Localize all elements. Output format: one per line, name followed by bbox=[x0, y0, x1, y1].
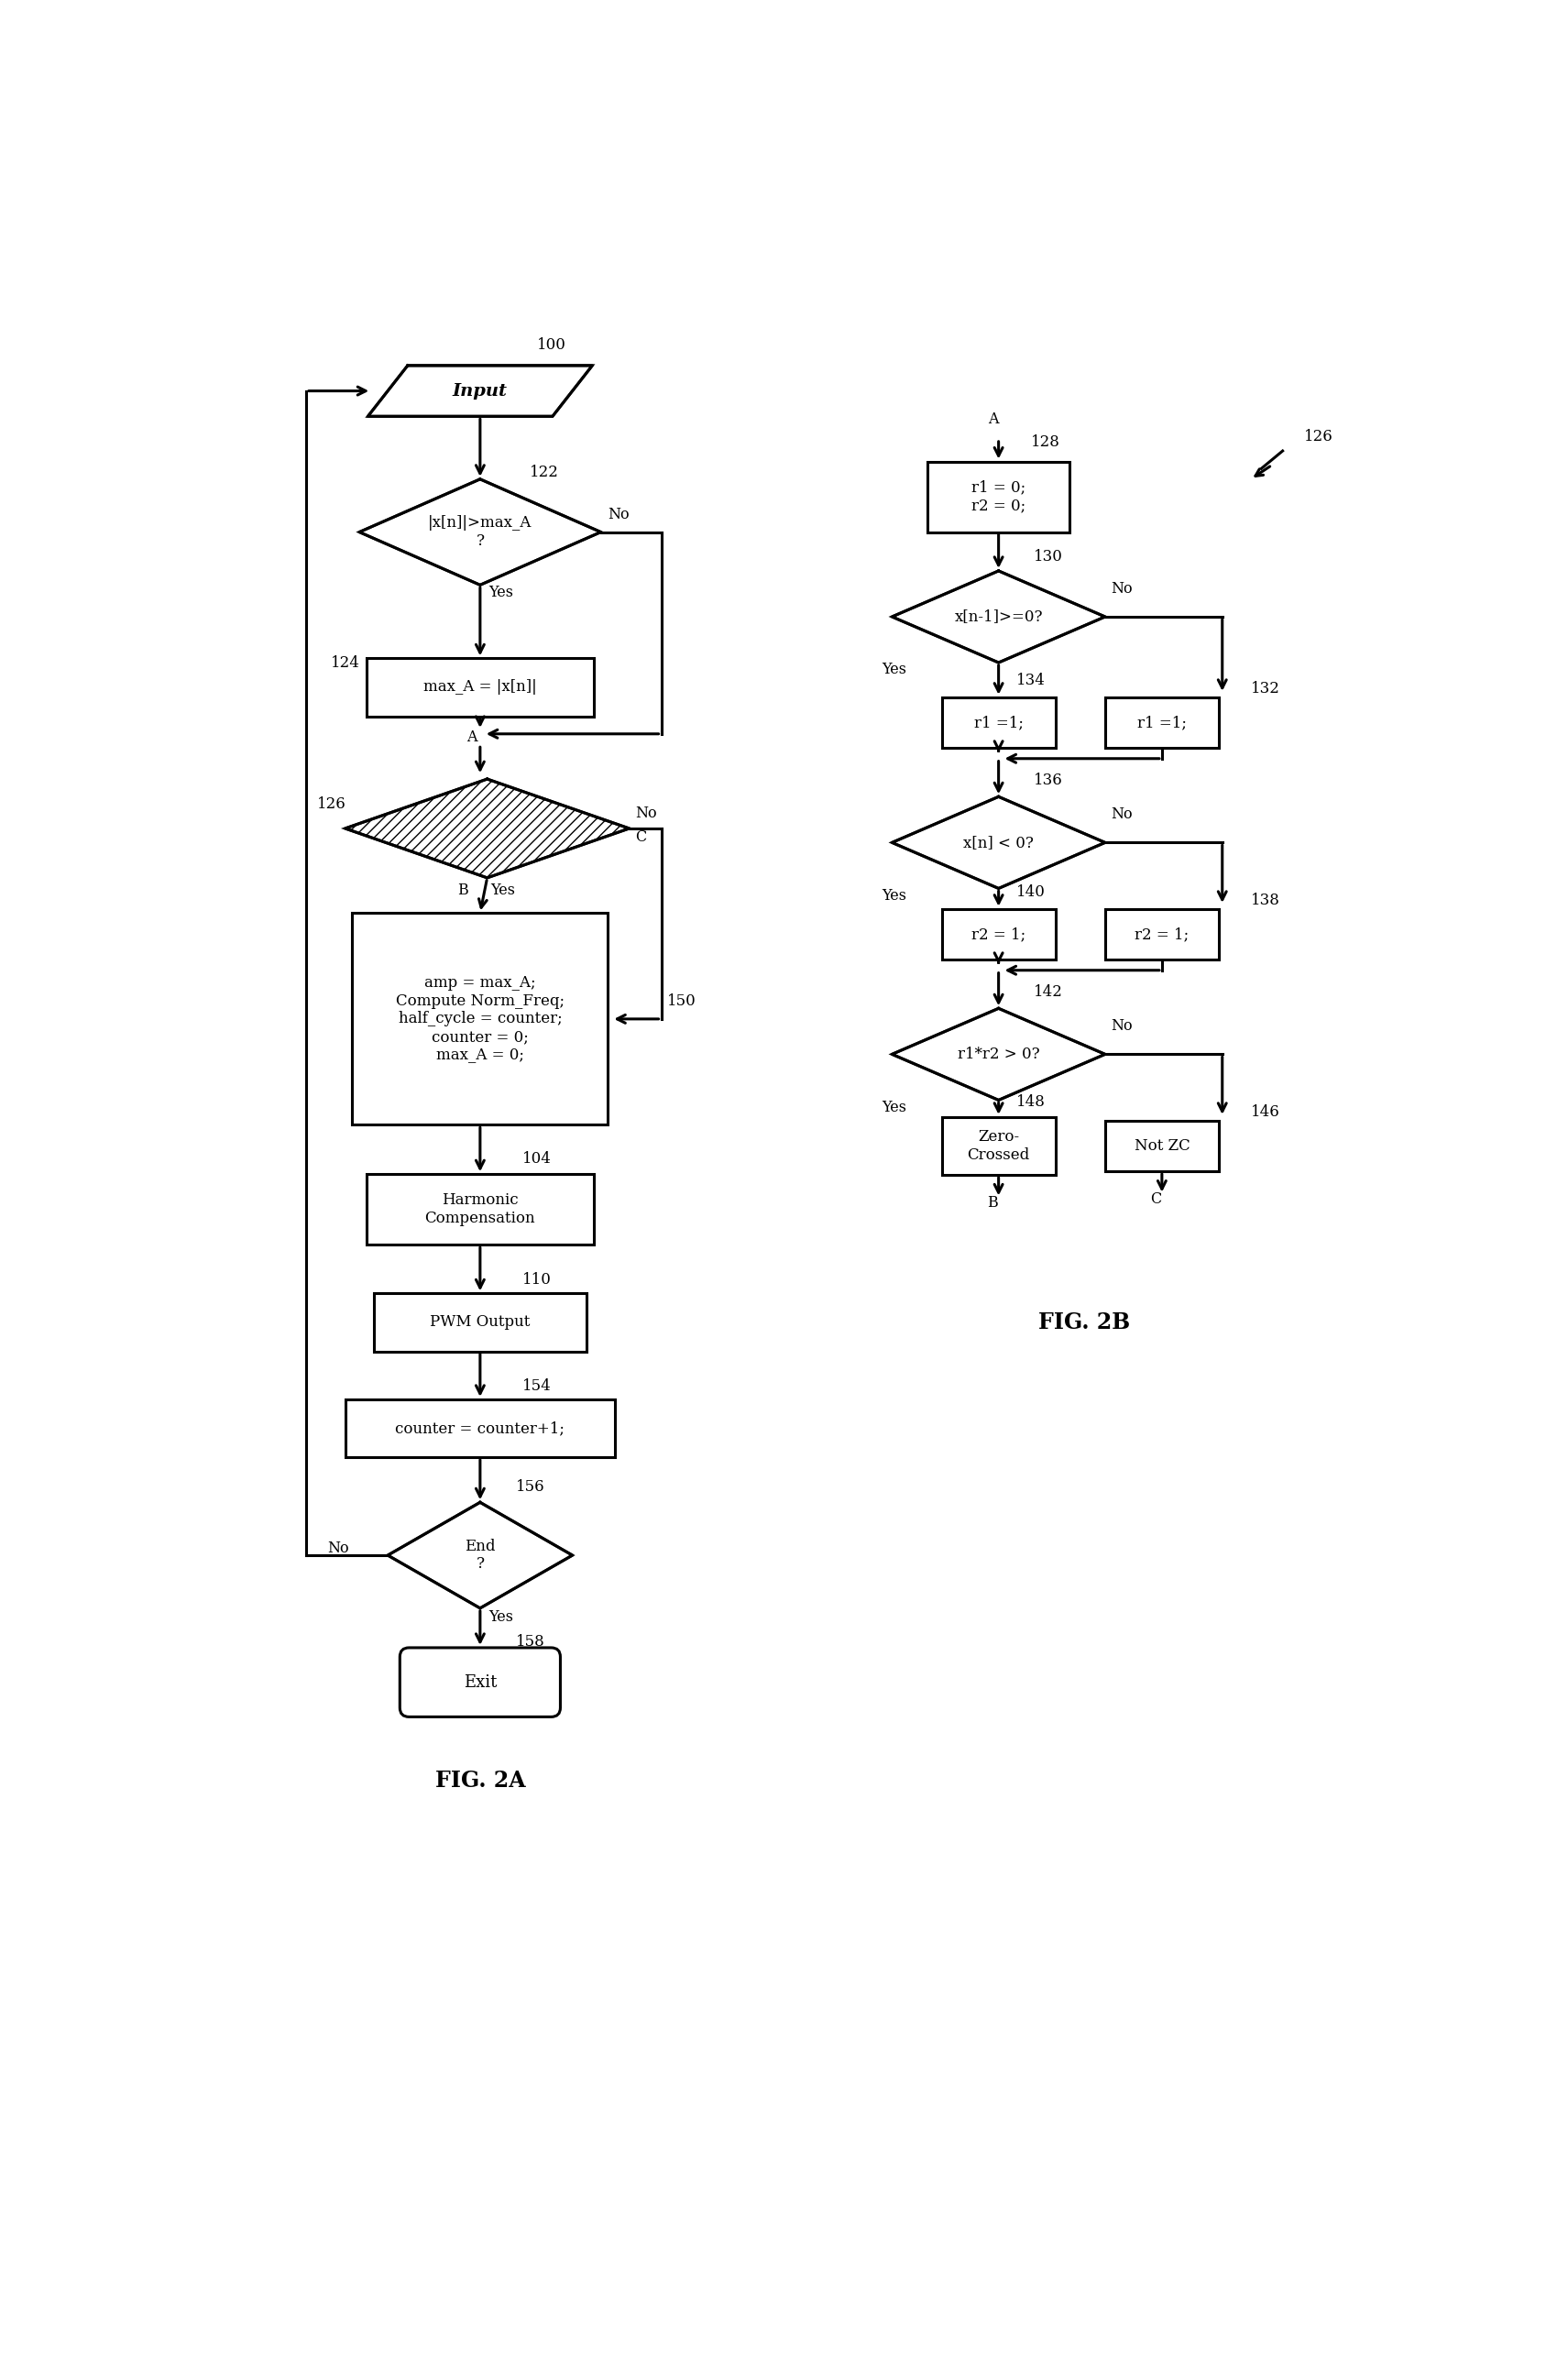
Text: r2 = 1;: r2 = 1; bbox=[1135, 927, 1189, 943]
Polygon shape bbox=[892, 1009, 1105, 1101]
Text: 130: 130 bbox=[1033, 549, 1063, 564]
Text: |x[n]|>max_A
?: |x[n]|>max_A ? bbox=[428, 516, 532, 549]
Polygon shape bbox=[368, 365, 593, 417]
FancyBboxPatch shape bbox=[367, 1174, 594, 1245]
Text: B: B bbox=[988, 1196, 999, 1212]
Text: Harmonic
Compensation: Harmonic Compensation bbox=[425, 1193, 535, 1226]
Text: r1 =1;: r1 =1; bbox=[1137, 714, 1187, 731]
Text: C: C bbox=[635, 830, 646, 844]
Text: r2 = 1;: r2 = 1; bbox=[972, 927, 1025, 943]
Text: 136: 136 bbox=[1033, 773, 1063, 788]
Text: r1*r2 > 0?: r1*r2 > 0? bbox=[958, 1047, 1040, 1061]
Polygon shape bbox=[387, 1502, 572, 1608]
Text: 158: 158 bbox=[516, 1634, 544, 1648]
FancyBboxPatch shape bbox=[345, 1398, 615, 1457]
FancyBboxPatch shape bbox=[1105, 908, 1218, 960]
Text: 142: 142 bbox=[1033, 983, 1063, 1000]
FancyBboxPatch shape bbox=[367, 658, 594, 717]
FancyBboxPatch shape bbox=[353, 913, 608, 1125]
Text: FIG. 2A: FIG. 2A bbox=[434, 1771, 525, 1792]
Text: 122: 122 bbox=[530, 465, 560, 481]
Text: C: C bbox=[1151, 1191, 1162, 1207]
Text: 148: 148 bbox=[1016, 1094, 1046, 1111]
FancyBboxPatch shape bbox=[942, 1118, 1055, 1174]
FancyBboxPatch shape bbox=[928, 462, 1069, 533]
Text: 156: 156 bbox=[516, 1478, 544, 1495]
Text: End
?: End ? bbox=[464, 1537, 495, 1573]
Text: r1 =1;: r1 =1; bbox=[974, 714, 1024, 731]
Polygon shape bbox=[359, 479, 601, 585]
FancyBboxPatch shape bbox=[373, 1295, 586, 1351]
Text: 128: 128 bbox=[1030, 434, 1060, 450]
Text: B: B bbox=[458, 882, 469, 898]
Text: 124: 124 bbox=[331, 656, 361, 670]
Text: counter = counter+1;: counter = counter+1; bbox=[395, 1420, 564, 1436]
Text: PWM Output: PWM Output bbox=[430, 1316, 530, 1330]
Text: Exit: Exit bbox=[464, 1674, 497, 1691]
Text: Input: Input bbox=[453, 382, 508, 399]
Text: No: No bbox=[608, 507, 630, 521]
Text: 100: 100 bbox=[536, 337, 566, 354]
Text: Not ZC: Not ZC bbox=[1134, 1139, 1190, 1153]
Text: Zero-
Crossed: Zero- Crossed bbox=[967, 1129, 1030, 1162]
Text: 140: 140 bbox=[1016, 884, 1046, 901]
Text: FIG. 2B: FIG. 2B bbox=[1038, 1311, 1129, 1332]
Text: 110: 110 bbox=[522, 1273, 552, 1287]
Text: 150: 150 bbox=[666, 993, 696, 1009]
Text: Yes: Yes bbox=[881, 1099, 906, 1115]
Polygon shape bbox=[892, 571, 1105, 663]
Text: 134: 134 bbox=[1016, 672, 1046, 689]
Text: Yes: Yes bbox=[881, 887, 906, 903]
Text: x[n-1]>=0?: x[n-1]>=0? bbox=[955, 608, 1043, 625]
Text: 104: 104 bbox=[522, 1151, 552, 1167]
Text: 126: 126 bbox=[1305, 429, 1333, 446]
Text: No: No bbox=[328, 1540, 350, 1556]
FancyBboxPatch shape bbox=[400, 1648, 560, 1717]
Text: 146: 146 bbox=[1251, 1104, 1279, 1120]
Text: No: No bbox=[635, 804, 657, 821]
FancyBboxPatch shape bbox=[1105, 1120, 1218, 1172]
Text: Yes: Yes bbox=[489, 585, 513, 599]
Text: r1 = 0;
r2 = 0;: r1 = 0; r2 = 0; bbox=[972, 481, 1025, 514]
Text: A: A bbox=[466, 729, 477, 745]
Text: No: No bbox=[1110, 806, 1132, 823]
Text: Yes: Yes bbox=[489, 1611, 513, 1625]
Text: Yes: Yes bbox=[881, 663, 906, 677]
Text: max_A = |x[n]|: max_A = |x[n]| bbox=[423, 679, 536, 696]
FancyBboxPatch shape bbox=[1105, 698, 1218, 747]
Text: 138: 138 bbox=[1251, 894, 1279, 908]
Polygon shape bbox=[345, 778, 629, 877]
Text: amp = max_A;
Compute Norm_Freq;
half_cycle = counter;
counter = 0;
max_A = 0;: amp = max_A; Compute Norm_Freq; half_cyc… bbox=[395, 976, 564, 1063]
Text: 132: 132 bbox=[1251, 681, 1279, 696]
Text: 126: 126 bbox=[317, 797, 347, 811]
Text: 154: 154 bbox=[522, 1377, 552, 1394]
Text: A: A bbox=[988, 410, 999, 427]
Text: No: No bbox=[1110, 1019, 1132, 1033]
FancyBboxPatch shape bbox=[942, 698, 1055, 747]
Polygon shape bbox=[892, 797, 1105, 889]
Text: x[n] < 0?: x[n] < 0? bbox=[963, 835, 1033, 851]
FancyBboxPatch shape bbox=[942, 908, 1055, 960]
Text: No: No bbox=[1110, 580, 1132, 597]
Text: Yes: Yes bbox=[491, 882, 516, 898]
